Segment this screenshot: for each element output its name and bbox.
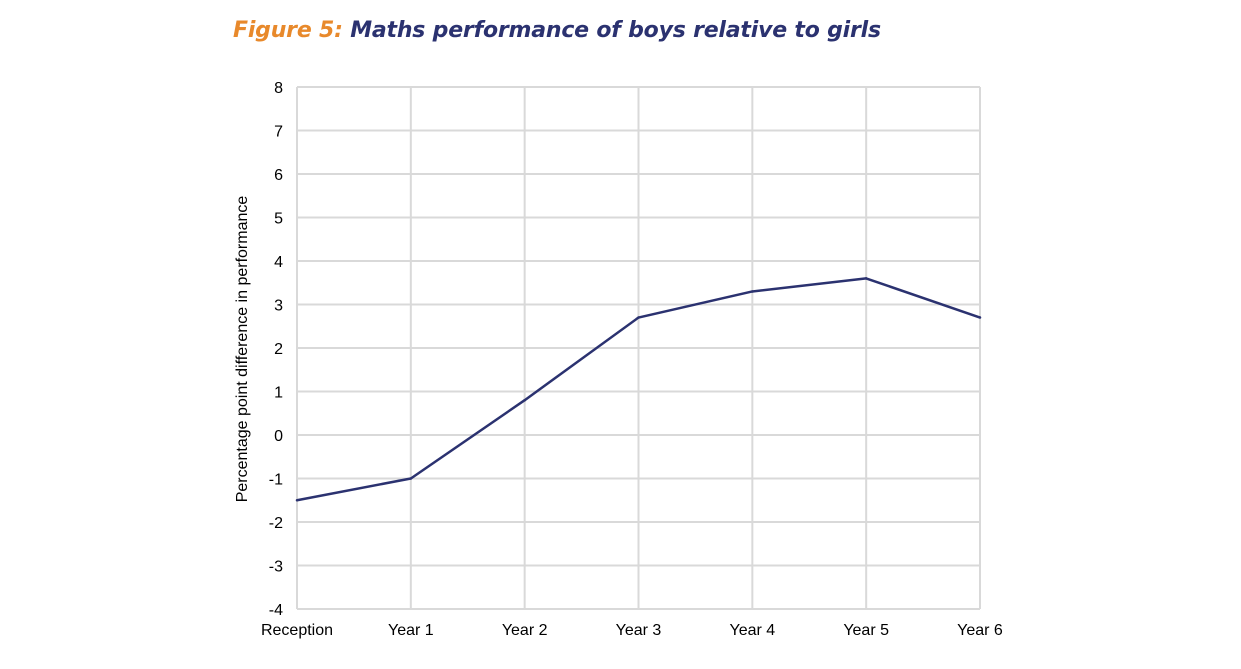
x-axis-ticks: Reception Year 1 Year 2 Year 3 Year 4 Year 5 Y… <box>261 622 1003 639</box>
y-axis-ticks: 8 7 6 5 4 3 2 1 0 -1 -2 -3 -4 <box>269 80 283 619</box>
y-tick-label: 3 <box>274 298 283 315</box>
y-tick-label: -1 <box>269 472 283 489</box>
x-tick-label: Year 6 <box>957 622 1003 639</box>
x-tick-label: Year 1 <box>388 622 434 639</box>
figure-number: Figure 5: <box>233 18 343 43</box>
x-tick-label: Year 5 <box>843 622 889 639</box>
x-tick-label: Year 4 <box>729 622 775 639</box>
x-tick-label: Year 3 <box>616 622 662 639</box>
y-tick-label: -2 <box>269 515 283 532</box>
data-point <box>978 316 982 319</box>
y-axis-title: Percentage point difference in performan… <box>234 196 251 503</box>
y-tick-label: 7 <box>274 124 283 141</box>
y-tick-label: 2 <box>274 341 283 358</box>
y-tick-label: 1 <box>274 385 283 402</box>
y-tick-label: -3 <box>269 559 283 576</box>
series-layer <box>295 277 982 502</box>
data-point <box>864 277 868 280</box>
y-tick-label: -4 <box>269 602 283 619</box>
x-tick-label: Reception <box>261 622 333 639</box>
data-point <box>409 477 413 480</box>
data-point <box>295 499 299 502</box>
figure-caption: Maths performance of boys relative to gi… <box>350 18 881 43</box>
y-tick-label: 5 <box>274 211 283 228</box>
y-tick-label: 0 <box>274 428 283 445</box>
y-tick-label: 8 <box>274 80 283 97</box>
x-tick-label: Year 2 <box>502 622 548 639</box>
data-point <box>751 290 754 293</box>
figure-title: Figure 5: Maths performance of boys rela… <box>233 18 881 43</box>
data-point <box>523 398 526 402</box>
grid-lines <box>296 86 981 610</box>
data-point <box>637 316 640 319</box>
y-tick-label: 4 <box>274 254 283 271</box>
y-tick-label: 6 <box>274 167 283 184</box>
